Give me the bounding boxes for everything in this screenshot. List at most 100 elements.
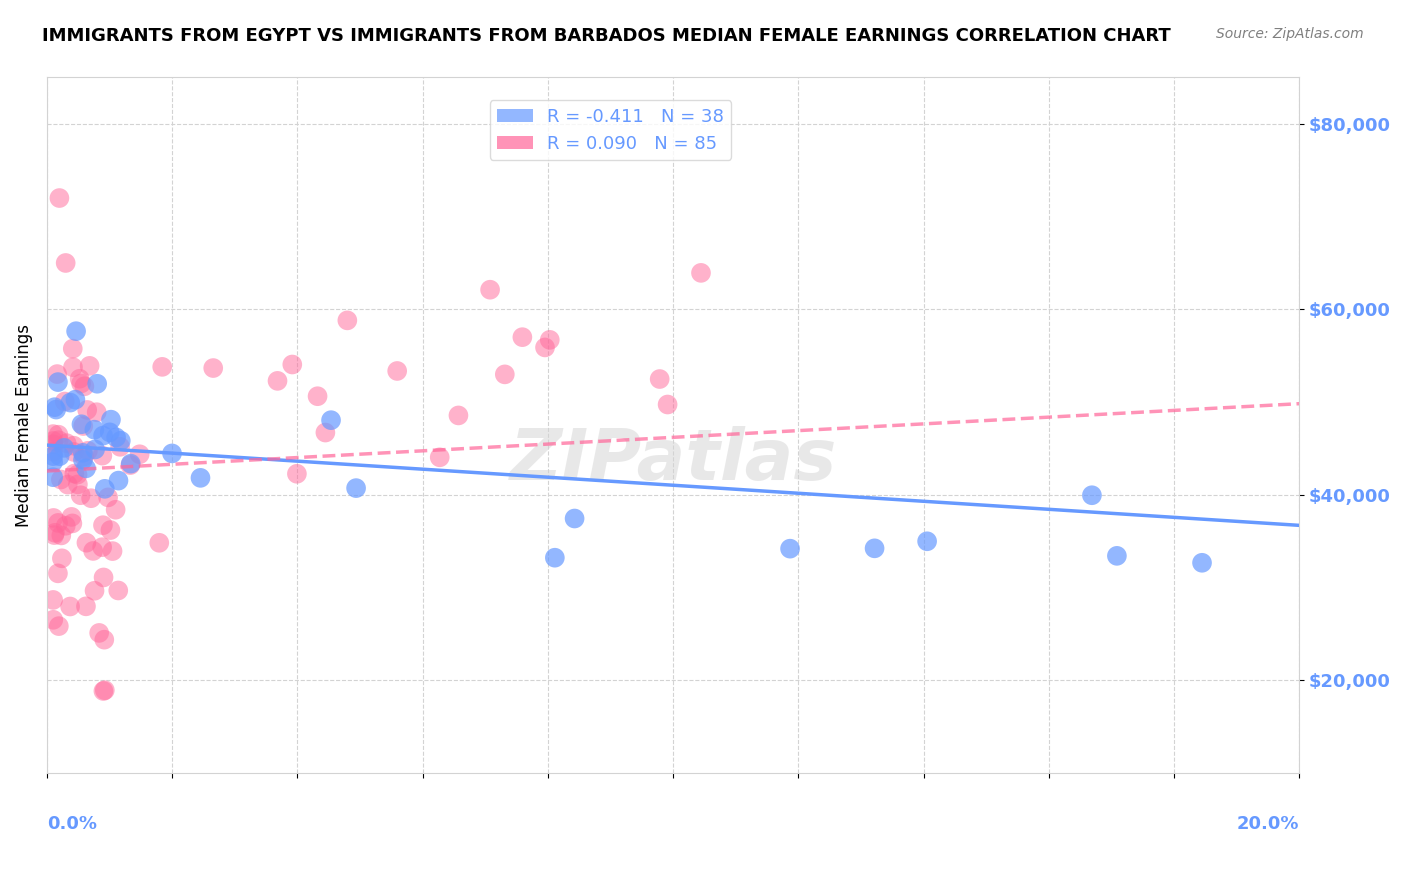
Point: [45, 402, 67, 417]
Point: [534, 340, 557, 354]
Point: [44, 525, 66, 540]
Point: [60, 509, 83, 524]
Point: [69, 372, 91, 386]
Point: [62, 439, 84, 453]
Point: [63, 467, 86, 481]
Point: [564, 511, 586, 525]
Point: [105, 430, 128, 444]
Point: [55, 518, 77, 533]
Text: ZIPatlas: ZIPatlas: [509, 425, 837, 494]
Point: [79, 359, 101, 373]
Point: [190, 471, 212, 485]
Point: [690, 266, 713, 280]
Point: [70, 376, 93, 391]
Point: [385, 364, 408, 378]
Point: [42, 449, 65, 463]
Point: [48, 427, 70, 442]
Point: [48, 191, 70, 205]
Point: [91, 428, 114, 442]
Point: [46, 566, 69, 581]
Point: [447, 409, 470, 423]
Point: [83, 583, 105, 598]
Point: [65, 392, 87, 407]
Point: [94, 683, 117, 698]
Point: [62, 342, 84, 356]
Y-axis label: Median Female Earnings: Median Female Earnings: [15, 324, 32, 527]
Legend: R = -0.411   N = 38, R = 0.090   N = 85: R = -0.411 N = 38, R = 0.090 N = 85: [489, 101, 731, 160]
Point: [94, 482, 117, 496]
Point: [80, 491, 103, 506]
Point: [77, 443, 100, 458]
Point: [44, 528, 66, 542]
Point: [51, 551, 73, 566]
Point: [75, 599, 97, 614]
Point: [42, 613, 65, 627]
Point: [494, 368, 516, 382]
Point: [51, 528, 73, 542]
Point: [62, 360, 84, 375]
Text: 20.0%: 20.0%: [1237, 815, 1299, 833]
Point: [65, 324, 87, 338]
Point: [281, 358, 304, 372]
Point: [73, 379, 96, 393]
Text: IMMIGRANTS FROM EGYPT VS IMMIGRANTS FROM BARBADOS MEDIAN FEMALE EARNINGS CORRELA: IMMIGRANTS FROM EGYPT VS IMMIGRANTS FROM…: [42, 27, 1171, 45]
Point: [53, 394, 76, 409]
Point: [285, 467, 308, 481]
Point: [1105, 549, 1128, 563]
Point: [307, 389, 329, 403]
Point: [202, 361, 225, 376]
Point: [66, 467, 89, 482]
Point: [1191, 556, 1213, 570]
Point: [42, 444, 65, 458]
Point: [512, 330, 534, 344]
Point: [48, 619, 70, 633]
Point: [104, 502, 127, 516]
Point: [76, 403, 98, 417]
Point: [72, 419, 94, 434]
Point: [75, 461, 97, 475]
Point: [49, 473, 72, 487]
Point: [42, 470, 65, 484]
Point: [336, 313, 359, 327]
Point: [538, 333, 561, 347]
Point: [44, 400, 66, 414]
Point: [108, 440, 131, 454]
Point: [89, 626, 111, 640]
Point: [544, 550, 567, 565]
Point: [48, 449, 70, 463]
Point: [110, 434, 132, 448]
Point: [429, 450, 451, 465]
Point: [70, 417, 93, 432]
Point: [314, 425, 336, 440]
Point: [120, 457, 142, 471]
Point: [42, 511, 65, 525]
Point: [59, 395, 82, 409]
Point: [344, 481, 367, 495]
Point: [83, 423, 105, 437]
Point: [72, 446, 94, 460]
Point: [93, 684, 115, 698]
Point: [46, 375, 69, 389]
Point: [1081, 488, 1104, 502]
Point: [479, 283, 502, 297]
Point: [93, 632, 115, 647]
Point: [863, 541, 886, 556]
Point: [128, 447, 150, 461]
Point: [319, 413, 342, 427]
Point: [73, 450, 96, 464]
Point: [46, 516, 69, 530]
Point: [48, 433, 70, 447]
Point: [779, 541, 801, 556]
Point: [63, 445, 86, 459]
Point: [86, 405, 108, 419]
Point: [42, 593, 65, 607]
Point: [915, 534, 938, 549]
Point: [75, 535, 97, 549]
Point: [93, 570, 115, 584]
Point: [150, 359, 173, 374]
Point: [56, 477, 79, 491]
Point: [120, 458, 142, 472]
Point: [648, 372, 671, 386]
Point: [42, 434, 65, 448]
Point: [82, 544, 104, 558]
